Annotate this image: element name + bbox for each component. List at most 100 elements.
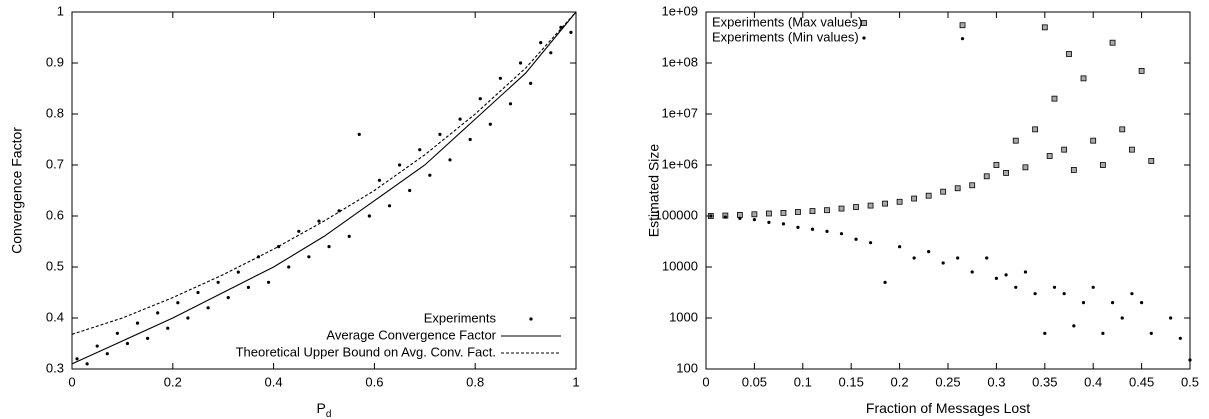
x-tick-label: 0.05 <box>742 374 767 389</box>
point <box>1178 336 1182 340</box>
point <box>1022 164 1029 171</box>
point <box>738 216 742 220</box>
point <box>1032 126 1039 133</box>
chart: 0 0.2 0.4 0.6 0.8 1 0.3 0.4 0.5 0.6 0.7 0.8 0.9 1 Pd Co… <box>9 3 580 419</box>
point <box>125 341 130 346</box>
legend-label: Average Convergence Factor <box>326 327 496 342</box>
point <box>95 344 99 348</box>
point <box>1120 316 1124 320</box>
x-tick-label: 0.5 <box>1181 374 1199 389</box>
x-tick-label: 0.15 <box>839 374 864 389</box>
point <box>1169 316 1173 320</box>
plot-frame <box>705 11 1191 370</box>
point <box>468 137 472 142</box>
point <box>518 61 523 65</box>
x-axis-label: Fraction of Messages Lost <box>866 400 1030 416</box>
point <box>1072 324 1076 328</box>
y-tick-label: 10000 <box>662 258 698 273</box>
point <box>549 51 553 55</box>
x-tick-label: 0.8 <box>466 374 484 389</box>
y-tick-label: 0.9 <box>46 54 64 69</box>
point <box>1004 273 1008 277</box>
y-tick-label: 1e+07 <box>661 105 698 120</box>
point <box>970 270 974 274</box>
y-tick-label: 0.4 <box>46 309 64 324</box>
x-axis-label-main: P <box>317 400 326 416</box>
plot-frame <box>71 11 577 370</box>
point <box>1003 169 1009 176</box>
x-tick-label: 1 <box>572 374 579 389</box>
point <box>838 205 845 212</box>
legend-label: Theoretical Upper Bound on Avg. Conv. Fa… <box>236 344 496 359</box>
series-line <box>71 11 577 335</box>
point <box>1046 153 1053 159</box>
legend-sample <box>862 36 866 40</box>
point <box>135 321 140 325</box>
y-tick-label: 1 <box>57 3 64 18</box>
point <box>1148 158 1155 164</box>
y-tick-label: 1000 <box>669 309 698 324</box>
point <box>959 22 966 29</box>
point <box>498 76 502 80</box>
point <box>196 290 200 295</box>
point <box>307 255 311 259</box>
series-line <box>71 11 577 365</box>
y-axis-label: Convergence Factor <box>9 127 25 254</box>
y-axis-label: Estimated Size <box>646 144 662 238</box>
point <box>810 227 815 231</box>
y-tick-label: 0.7 <box>46 156 64 171</box>
point <box>956 256 960 260</box>
point <box>85 362 89 366</box>
point <box>387 204 392 208</box>
point <box>766 210 772 217</box>
point <box>882 200 888 207</box>
point <box>115 331 119 335</box>
point <box>969 182 976 189</box>
point <box>868 241 873 245</box>
legend-label: Experiments <box>424 310 497 325</box>
point <box>156 311 160 315</box>
point <box>1014 285 1018 289</box>
point <box>781 222 786 226</box>
point <box>398 163 402 167</box>
point <box>539 41 543 45</box>
point <box>925 192 932 199</box>
point <box>983 173 990 180</box>
point <box>559 25 563 29</box>
point <box>176 301 180 305</box>
x-tick-label: 0.6 <box>365 374 383 389</box>
point <box>723 215 727 219</box>
x-axis-label: Pd <box>317 400 332 419</box>
point <box>448 158 452 162</box>
point <box>954 185 961 192</box>
legend-sample <box>861 20 867 26</box>
point <box>216 280 220 284</box>
point <box>941 261 945 265</box>
point <box>1043 331 1047 335</box>
y-tick-label: 0.6 <box>46 207 64 222</box>
point <box>1149 331 1153 335</box>
point <box>418 148 422 152</box>
point <box>146 336 150 340</box>
point <box>1130 292 1134 296</box>
point <box>1090 137 1097 144</box>
point <box>166 326 170 330</box>
y-tick-label: 100 <box>676 360 698 375</box>
legend-sample <box>529 317 533 321</box>
point <box>752 217 757 222</box>
point <box>825 229 829 233</box>
point <box>993 162 1000 168</box>
point <box>1061 146 1068 153</box>
point <box>883 280 887 284</box>
y-tick-label: 1e+09 <box>661 3 698 18</box>
x-tick-label: 0 <box>702 374 709 389</box>
point <box>796 225 800 229</box>
x-tick-label: 0.45 <box>1129 374 1154 389</box>
point <box>266 280 271 284</box>
legend-label: Experiments (Max values) <box>712 14 862 29</box>
point <box>317 219 321 223</box>
point <box>994 276 999 280</box>
point <box>428 173 432 177</box>
point <box>357 132 361 136</box>
